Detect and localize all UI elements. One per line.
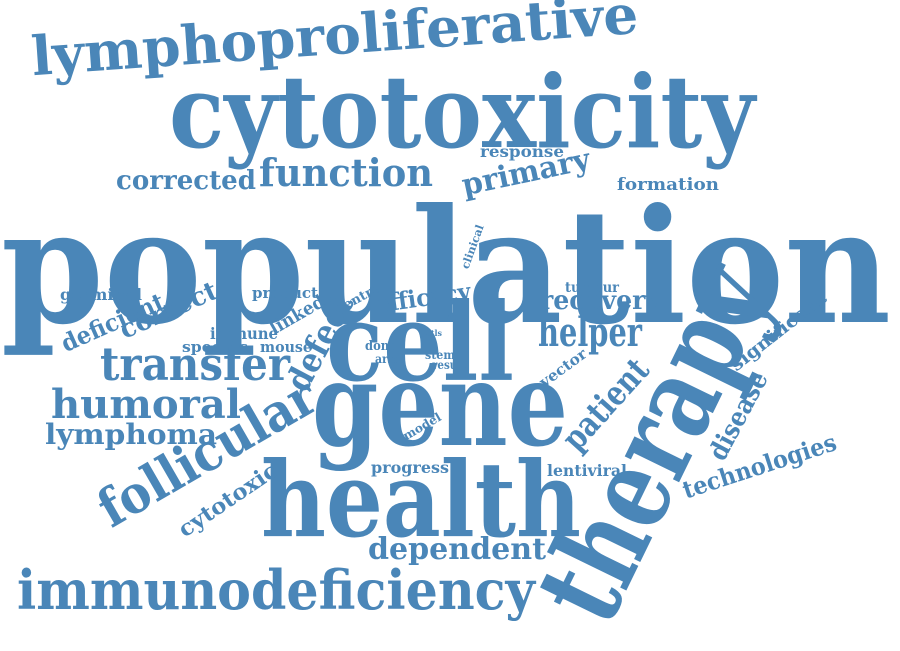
word-cytotoxicity: cytotoxicity [169,53,758,171]
word-cell: cell [326,280,514,406]
word-gene: gene [312,337,568,473]
word-specific: specific [182,338,248,356]
word-immune: immune [210,324,278,343]
word-corrected: corrected [116,166,256,196]
word-formation: formation [617,175,719,195]
word-transfer: transfer [100,337,291,391]
word-lentiviral: lentiviral [547,461,627,480]
word-helper: helper [538,309,643,356]
word-health: health [261,438,581,561]
word-stem: stem [425,348,455,362]
word-ctls: ctls [426,328,442,338]
word-tumour: tumour [565,280,620,296]
word-vitro: vitro [443,312,468,323]
word-population: population [1,175,891,360]
word-function: function [259,150,433,195]
word-product: product [252,284,318,302]
word-recovery: recovery [540,286,661,316]
word-lymphoma: lymphoma [45,418,217,451]
word-dependent: dependent [368,532,546,567]
word-humoral: humoral [51,381,241,428]
word-result: result [432,358,466,372]
word-mouse: mouse [260,338,312,356]
word-immunodeficiency: immunodeficiency [17,558,537,622]
word-germinal: germinal [60,285,142,304]
word-donor: donor [365,339,403,354]
word-progress: progress [371,458,449,477]
word-response: response [480,142,564,161]
word-arise: arise [375,352,405,366]
